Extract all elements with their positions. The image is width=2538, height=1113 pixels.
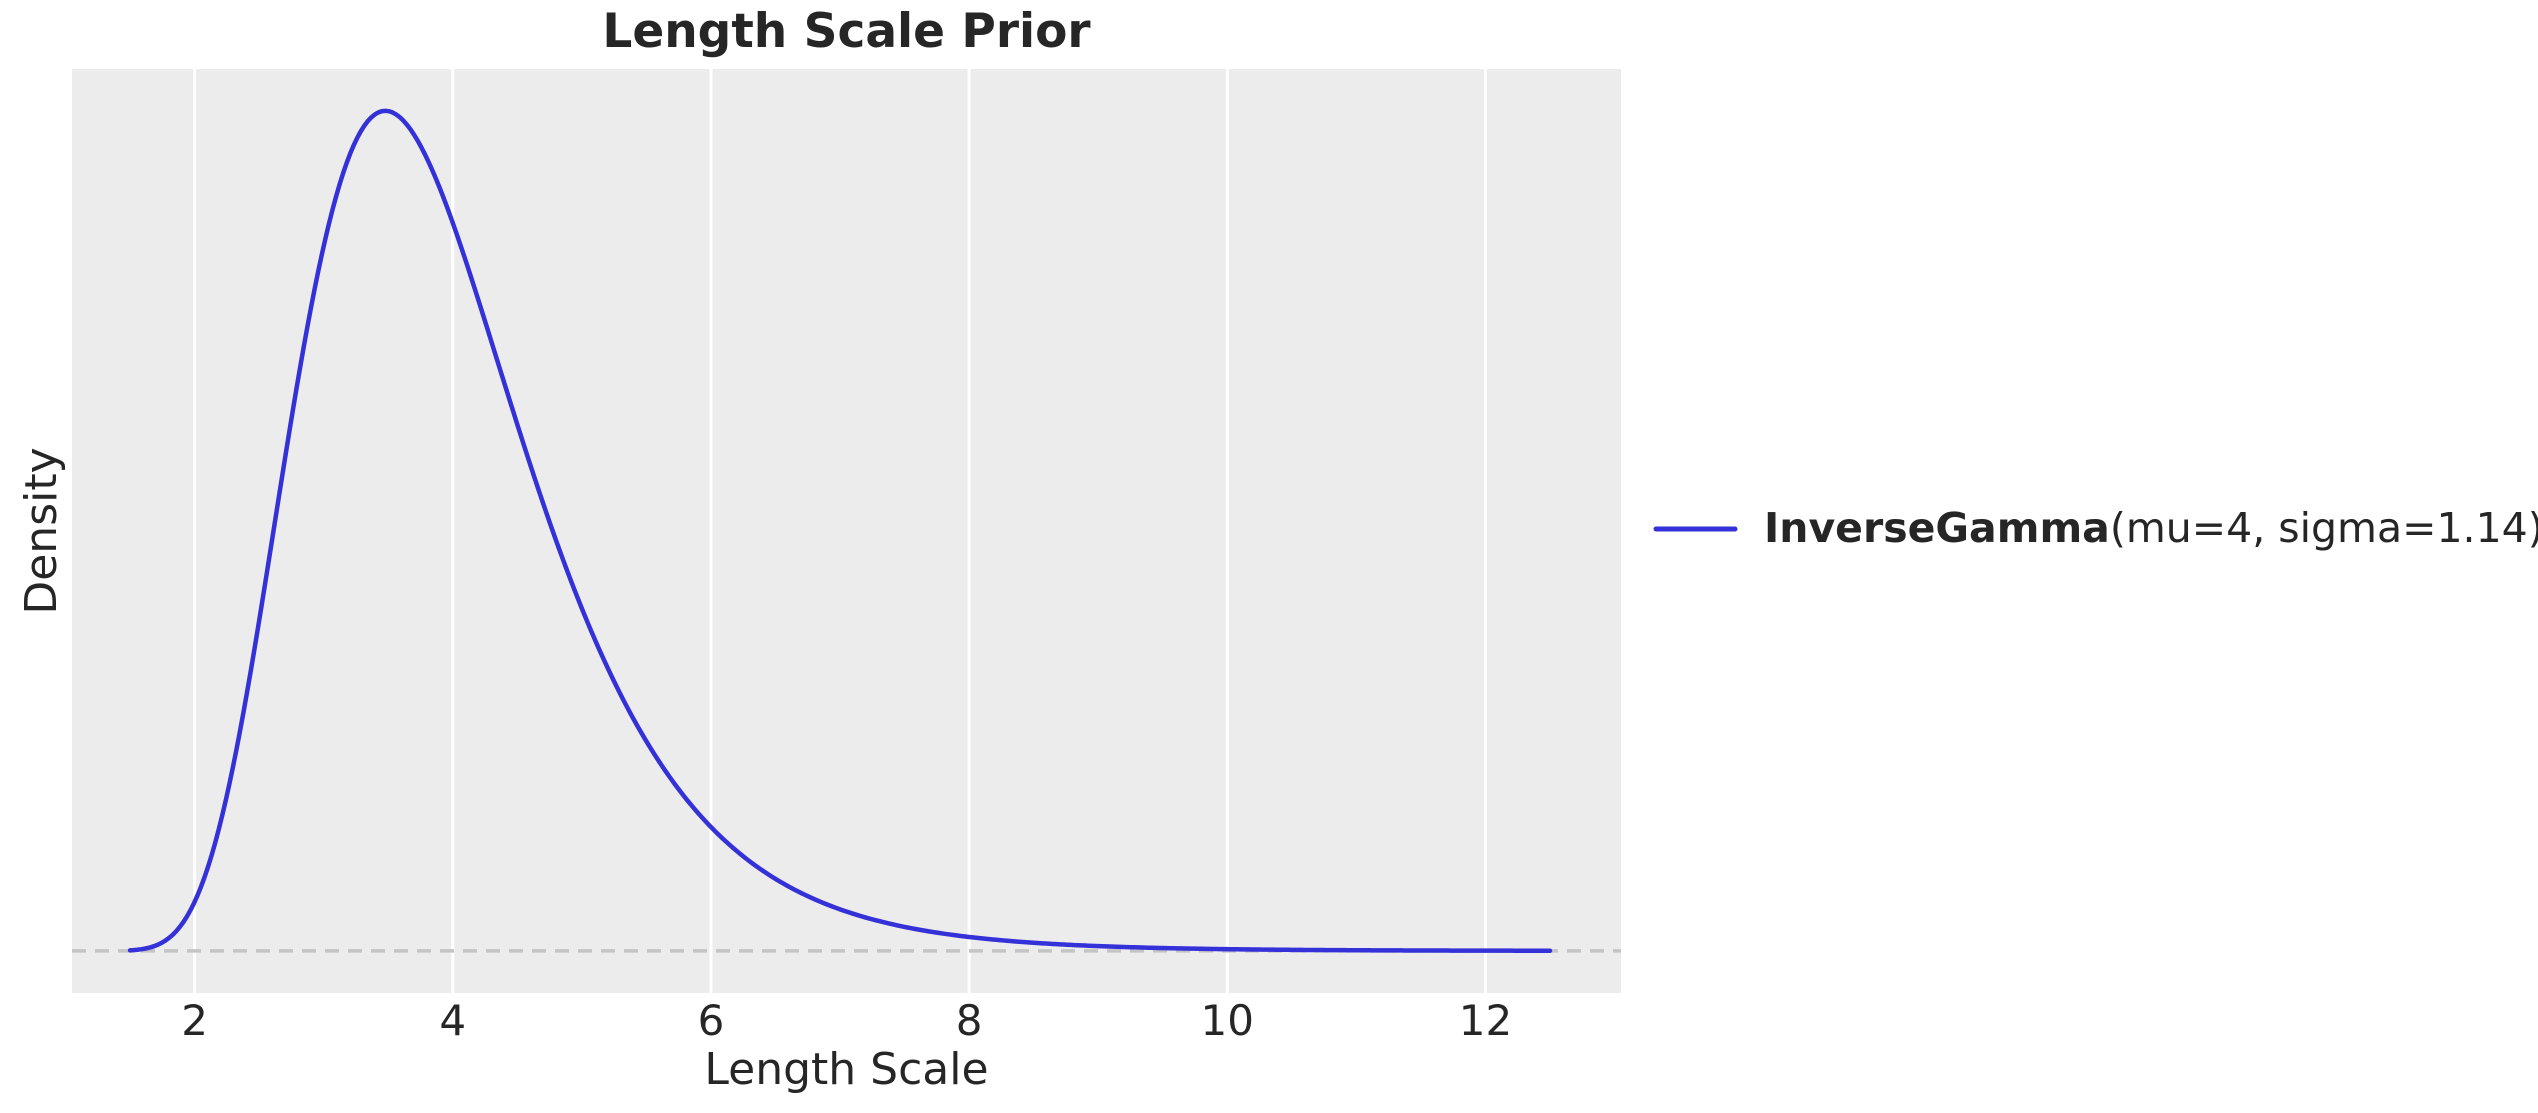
- x-tick-label: 4: [439, 996, 467, 1045]
- legend-line-swatch: [1653, 526, 1738, 532]
- legend-label: InverseGamma(mu=4, sigma=1.14): [1764, 504, 2538, 553]
- legend-label-params: (mu=4, sigma=1.14): [2109, 504, 2538, 552]
- density-plot-canvas: [72, 69, 1621, 993]
- x-axis-label: Length Scale: [704, 1044, 989, 1095]
- x-tick-label: 10: [1200, 996, 1254, 1045]
- plot-area: [72, 69, 1621, 993]
- y-axis-label: Density: [16, 447, 67, 615]
- x-tick-label: 2: [181, 996, 208, 1045]
- chart-title: Length Scale Prior: [602, 4, 1091, 59]
- legend-label-distribution: InverseGamma: [1764, 504, 2110, 552]
- legend: InverseGamma(mu=4, sigma=1.14): [1653, 504, 2538, 553]
- x-tick-label: 6: [697, 996, 725, 1045]
- x-tick-label: 12: [1458, 996, 1513, 1045]
- density-curve: [127, 108, 1553, 953]
- x-tick-label: 8: [955, 996, 983, 1045]
